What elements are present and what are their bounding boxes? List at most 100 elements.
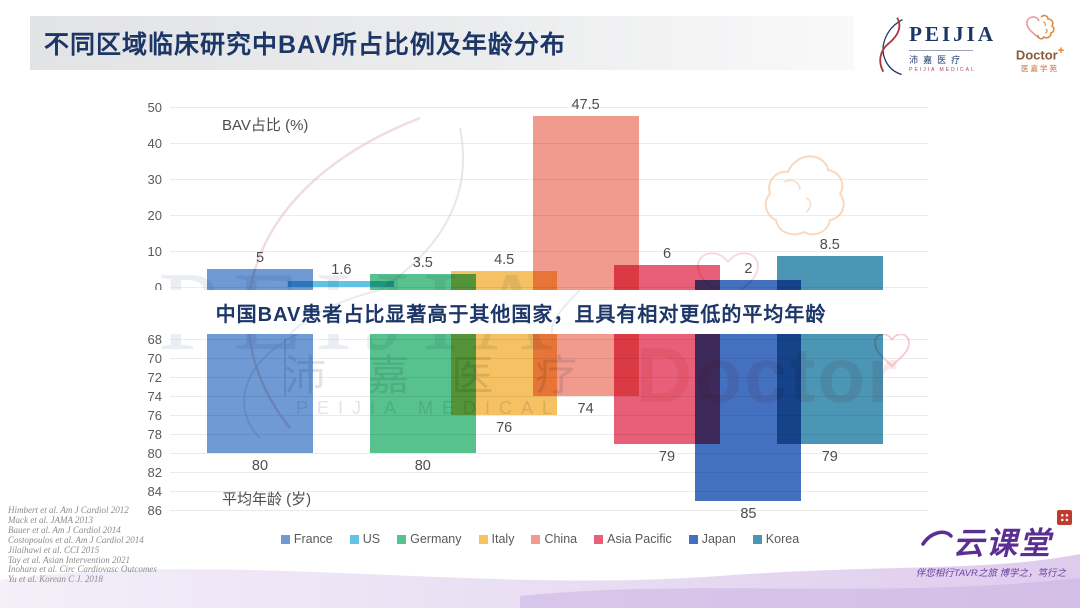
- legend-swatch: [349, 534, 359, 544]
- title-banner: 不同区域临床研究中BAV所占比例及年龄分布: [30, 16, 854, 70]
- legend-item-us: US: [349, 532, 381, 546]
- value-label-bav-us: 1.6: [331, 262, 352, 279]
- value-label-age-china: 74: [577, 401, 594, 417]
- citation-line: Tay et al. Asian Intervention 2021: [8, 554, 130, 565]
- legend-swatch: [397, 534, 407, 544]
- peijia-swoosh-icon: [879, 17, 903, 76]
- value-label-bav-japan: 2: [744, 260, 753, 277]
- tick-top-0: 0: [154, 280, 162, 295]
- page-title: 不同区域临床研究中BAV所占比例及年龄分布: [44, 31, 566, 59]
- legend-label: Korea: [765, 532, 800, 546]
- gridline-top-50: [170, 107, 928, 108]
- value-label-bav-asia-pacific: 6: [662, 246, 672, 263]
- tick-bottom-78: 78: [147, 427, 162, 442]
- value-label-bav-korea: 8.5: [819, 237, 840, 254]
- value-label-age-germany: 80: [414, 458, 431, 474]
- bottom-axis-title: 平均年龄 (岁): [222, 491, 312, 508]
- bar-bav-italy: [451, 270, 558, 287]
- legend-item-italy: Italy: [478, 532, 515, 546]
- citation-line: Mack et al. JAMA 2013: [8, 514, 94, 525]
- gridline-bottom-80: [170, 453, 928, 454]
- yun-ketang-logo: 云课堂 伴您相行TAVR之旅 博学之，笃行之: [876, 510, 1072, 579]
- citation-line: Bauer et al. Am J Cardiol 2014: [8, 524, 121, 535]
- tick-bottom-82: 82: [147, 465, 162, 480]
- tick-top-10: 10: [147, 244, 162, 259]
- value-label-age-france: 80: [251, 458, 269, 474]
- legend-swatch: [688, 534, 698, 544]
- value-label-age-asia-pacific: 79: [658, 448, 676, 465]
- legend: France US Germany Italy China Asia Pacific Jap…: [0, 532, 1080, 546]
- doctor-wordmark: Doctor+: [1015, 45, 1065, 63]
- citation-line: Inohara et al. Circ Cardiovasc Outcomes: [8, 564, 157, 575]
- bar-bav-japan: [695, 279, 802, 287]
- tick-bottom-86: 86: [147, 503, 162, 518]
- footer-wave: [0, 554, 1080, 608]
- legend-label: Japan: [701, 532, 736, 546]
- citation-line: Himbert et al. Am J Cardiol 2012: [8, 505, 129, 515]
- brand-seal-icon: [1057, 510, 1072, 525]
- top-axis-title: BAV占比 (%): [222, 117, 309, 134]
- tick-bottom-74: 74: [147, 389, 162, 404]
- doctor-heart-brain-icon: [1026, 14, 1055, 40]
- bar-bav-asia-pacific: [614, 265, 720, 287]
- legend-item-japan: Japan: [688, 532, 736, 546]
- tick-bottom-70: 70: [147, 351, 162, 366]
- doctor-logo: Doctor+ 医嘉学苑: [1008, 12, 1072, 74]
- gridline-bottom-86: [170, 510, 928, 511]
- doctor-cn-label: 医嘉学苑: [1021, 64, 1059, 74]
- legend-swatch: [594, 534, 604, 544]
- annotation-text: 中国BAV患者占比显著高于其他国家，且具有相对更低的平均年龄: [215, 303, 827, 326]
- tick-bottom-84: 84: [147, 484, 162, 499]
- doctor-plus-mark: +: [1057, 45, 1065, 57]
- tick-bottom-72: 72: [147, 370, 162, 385]
- gridline-bottom-84: [170, 491, 928, 492]
- legend-label: Germany: [410, 532, 462, 546]
- citation-line: Yu et al. Korean C J. 2018: [8, 574, 103, 585]
- citation-line: Jilaihawi et al. CCI 2015: [8, 544, 100, 555]
- legend-swatch: [280, 534, 290, 544]
- citations: Himbert et al. Am J Cardiol 2012 Mack et …: [8, 505, 157, 585]
- legend-label: Asia Pacific: [607, 532, 672, 546]
- tick-bottom-68: 68: [147, 332, 162, 347]
- value-label-age-korea: 79: [821, 448, 838, 465]
- brand-tagline: 伴您相行TAVR之旅 博学之，笃行之: [915, 568, 1066, 579]
- gridline-bottom-76: [170, 415, 928, 416]
- gridline-bottom-78: [170, 434, 928, 435]
- tick-bottom-80: 80: [147, 446, 162, 461]
- legend-item-france: France: [280, 532, 333, 546]
- brand-swash-icon: [921, 530, 953, 546]
- tick-top-40: 40: [147, 136, 162, 151]
- bar-bav-china: [532, 116, 639, 287]
- legend-item-china: China: [531, 532, 577, 546]
- value-label-age-japan: 85: [740, 505, 757, 522]
- value-label-bav-france: 5: [255, 250, 265, 266]
- legend-label: China: [544, 532, 578, 546]
- legend-item-germany: Germany: [397, 532, 462, 546]
- legend-swatch: [531, 534, 541, 544]
- tick-top-50: 50: [147, 100, 162, 115]
- bar-bav-korea: [776, 256, 883, 287]
- tick-top-20: 20: [147, 208, 162, 223]
- brand-name: 云课堂: [953, 526, 1052, 561]
- gridline-bottom-82: [170, 472, 928, 473]
- peijia-wordmark: PEIJIA: [909, 21, 996, 46]
- peijia-logo: PEIJIA 沛嘉医疗 PEIJIA MEDICAL: [876, 10, 996, 84]
- peijia-sub-label: PEIJIA MEDICAL: [909, 66, 976, 73]
- legend-item-asia-pacific: Asia Pacific: [594, 532, 672, 546]
- legend-swatch: [478, 534, 488, 544]
- legend-swatch: [752, 534, 762, 544]
- value-label-bav-italy: 4.5: [494, 251, 515, 268]
- legend-label: Italy: [491, 532, 515, 546]
- legend-item-korea: Korea: [752, 532, 800, 546]
- value-label-bav-germany: 3.5: [412, 255, 433, 272]
- legend-label: US: [362, 532, 381, 546]
- tick-bottom-76: 76: [147, 408, 162, 423]
- citation-line: Costopoulos et al. Am J Cardiol 2014: [8, 534, 144, 545]
- tick-top-30: 30: [147, 172, 162, 187]
- peijia-cn-label: 沛嘉医疗: [909, 49, 974, 66]
- value-label-age-italy: 76: [496, 420, 513, 436]
- annotation-banner: 中国BAV患者占比显著高于其他国家，且具有相对更低的平均年龄: [110, 290, 932, 334]
- legend-label: France: [293, 532, 333, 546]
- value-label-bav-china: 47.5: [571, 97, 600, 113]
